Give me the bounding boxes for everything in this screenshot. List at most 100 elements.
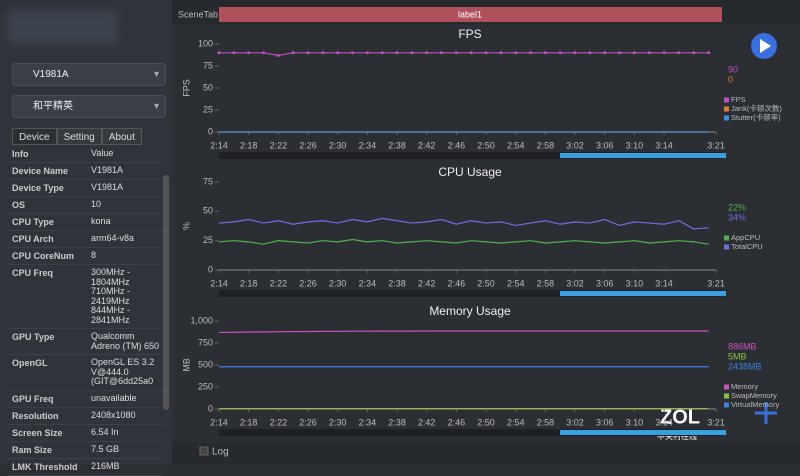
latest-value: 90 [728, 64, 738, 74]
series-line [218, 238, 709, 245]
app-name: 和平精英 [33, 101, 73, 112]
y-tick-label: 75 [203, 60, 213, 70]
point [262, 51, 266, 55]
info-value: 10 [91, 199, 102, 210]
tab[interactable]: About [101, 128, 142, 145]
info-value: 8 [91, 250, 97, 261]
device-select[interactable]: V1981A ▾ [12, 63, 166, 86]
x-tick-label: 2:50 [477, 417, 495, 427]
point [336, 51, 340, 55]
y-tick-label: 750 [198, 337, 213, 347]
x-tick-label: 2:50 [477, 278, 495, 288]
x-tick-label: 2:14 [210, 417, 228, 427]
x-tick-label: 2:42 [418, 140, 436, 150]
chart-title: FPS [458, 27, 481, 41]
point [573, 51, 577, 55]
point [677, 51, 681, 55]
x-tick-label: 3:02 [566, 278, 584, 288]
legend-swatch [724, 115, 729, 121]
latest-value: 2438MB [728, 361, 762, 371]
point [440, 51, 444, 55]
x-tick-label: 2:54 [507, 278, 525, 288]
x-tick-label: 2:26 [299, 140, 317, 150]
value-line: V@444.0 [91, 366, 129, 377]
tab[interactable]: Setting [56, 128, 102, 145]
value-line: 10 [91, 199, 102, 209]
x-tick-label: 2:54 [507, 140, 525, 150]
tab-bar: Device Setting About [12, 128, 142, 145]
point [692, 51, 696, 55]
app-select[interactable]: 和平精英 ▾ [12, 95, 166, 118]
value-line: 8 [91, 250, 97, 260]
x-tick-label: 3:10 [626, 140, 644, 150]
x-tick-label: 2:14 [210, 140, 228, 150]
label-bar [219, 7, 722, 22]
legend-label: Stutter(卡顿率) [731, 112, 781, 122]
x-tick-label: 3:02 [566, 140, 584, 150]
watermark-sub: 中关村在线 [657, 431, 697, 441]
series-line [219, 52, 709, 57]
log-checkbox[interactable] [199, 446, 209, 456]
latest-value: 886MB [728, 341, 757, 351]
add-button[interactable] [755, 402, 777, 424]
latest-value: 5MB [728, 351, 747, 361]
chart-title: CPU Usage [438, 165, 502, 179]
value-line: V1981A [91, 165, 124, 175]
scrollbar[interactable] [163, 175, 169, 410]
series-line [218, 330, 709, 334]
info-key: Ram Size [12, 444, 53, 455]
info-key: Device Type [12, 183, 64, 193]
point [499, 51, 503, 55]
x-tick-label: 2:22 [270, 278, 288, 288]
info-key: CPU Type [12, 217, 54, 227]
x-tick-label: 3:10 [626, 278, 644, 288]
x-tick-label: 2:58 [537, 140, 555, 150]
legend-label: AppCPU [731, 233, 760, 242]
value-line: 7.5 GB [91, 443, 120, 454]
x-tick-label: 2:38 [388, 140, 406, 150]
x-tick-label: 3:06 [596, 140, 614, 150]
legend-swatch [724, 384, 729, 390]
point [484, 51, 488, 55]
point [662, 51, 666, 55]
table-row: Device Type V1981A [8, 180, 163, 197]
legend-label: VirtualMemory [731, 400, 779, 409]
latest-value: 34% [728, 212, 746, 222]
latest-value: 22% [728, 202, 746, 212]
x-tick-label: 3:06 [596, 417, 614, 427]
x-tick-label: 2:46 [448, 140, 466, 150]
info-key: CPU Arch [12, 234, 54, 244]
legend-swatch [724, 402, 729, 408]
info-key: Screen Size [12, 427, 63, 438]
scene-tab[interactable]: SceneTab [178, 9, 218, 19]
log-label: Log [212, 447, 229, 458]
info-value: V1981A [91, 165, 124, 176]
point [232, 51, 236, 55]
value-line: 300MHz - [91, 267, 131, 277]
y-tick-label: 100 [198, 38, 213, 48]
table-row: GPU Type Qualcomm Adreno (TM) 650 [8, 329, 163, 355]
x-tick-label: 2:34 [359, 417, 377, 427]
x-tick-label: 2:50 [477, 140, 495, 150]
info-key: OpenGL [12, 358, 48, 368]
legend-swatch [724, 393, 729, 399]
point [603, 51, 607, 55]
table-row: Device Name V1981A [8, 163, 163, 180]
tab[interactable]: Device [12, 128, 57, 145]
timeline-track [219, 152, 722, 159]
info-key: GPU Type [12, 332, 55, 342]
x-tick-label: 2:30 [329, 140, 347, 150]
info-value: Qualcomm Adreno (TM) 650 [91, 331, 159, 351]
x-tick-label: 2:42 [418, 278, 436, 288]
timeline-track [219, 290, 722, 297]
point [217, 51, 221, 55]
point [514, 51, 518, 55]
header-cell: Info [12, 149, 29, 159]
app-window: V1981A ▾ 和平精英 ▾ Device Setting About Info Val… [8, 7, 800, 476]
log-bar [172, 443, 800, 465]
x-tick-label: 3:10 [626, 417, 644, 427]
label-text: label1 [458, 9, 482, 19]
y-axis-label: MB [181, 358, 191, 372]
table-row: CPU CoreNum 8 [8, 248, 163, 265]
legend-label: Jank(卡顿次数) [731, 103, 782, 113]
